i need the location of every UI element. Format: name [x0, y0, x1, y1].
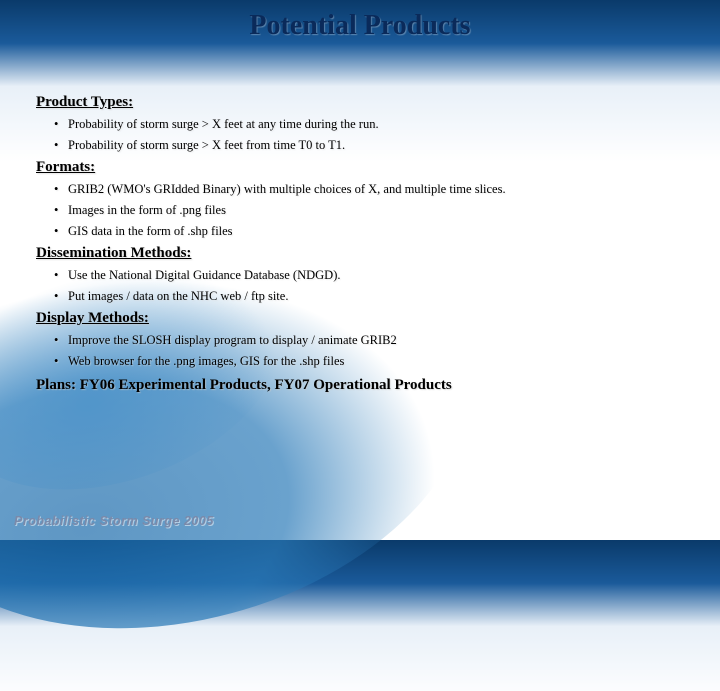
list-item: GIS data in the form of .shp files [54, 224, 684, 239]
list-item: Put images / data on the NHC web / ftp s… [54, 289, 684, 304]
section-heading-display: Display Methods: [36, 310, 684, 327]
slide-content: Potential Products Product Types: Probab… [0, 0, 720, 540]
slide-body: Product Types: Probability of storm surg… [0, 48, 720, 394]
section-heading-dissemination: Dissemination Methods: [36, 245, 684, 262]
bullet-list-display: Improve the SLOSH display program to dis… [36, 333, 684, 369]
list-item: Probability of storm surge > X feet at a… [54, 117, 684, 132]
bullet-list-formats: GRIB2 (WMO's GRIdded Binary) with multip… [36, 182, 684, 239]
list-item: Improve the SLOSH display program to dis… [54, 333, 684, 348]
list-item: GRIB2 (WMO's GRIdded Binary) with multip… [54, 182, 684, 197]
list-item: Use the National Digital Guidance Databa… [54, 268, 684, 283]
plans-text: Plans: FY06 Experimental Products, FY07 … [36, 377, 684, 394]
list-item: Images in the form of .png files [54, 203, 684, 218]
list-item: Web browser for the .png images, GIS for… [54, 354, 684, 369]
section-heading-product-types: Product Types: [36, 94, 684, 111]
bullet-list-product-types: Probability of storm surge > X feet at a… [36, 117, 684, 153]
bullet-list-dissemination: Use the National Digital Guidance Databa… [36, 268, 684, 304]
section-heading-formats: Formats: [36, 159, 684, 176]
list-item: Probability of storm surge > X feet from… [54, 138, 684, 153]
slide-title: Potential Products [0, 0, 720, 48]
slide-footer: Probabilistic Storm Surge 2005 [14, 514, 214, 528]
